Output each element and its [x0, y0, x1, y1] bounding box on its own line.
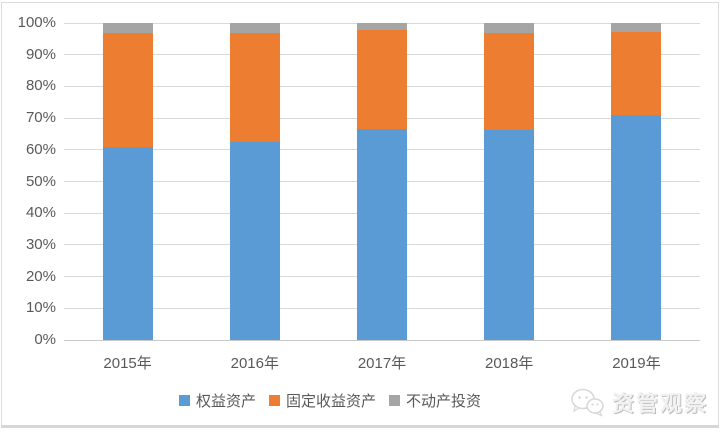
bar-segment [102, 32, 153, 147]
bar-segment [357, 30, 407, 130]
gridline [64, 339, 700, 341]
legend-swatch [178, 395, 190, 406]
y-tick-label: 50% [25, 172, 56, 190]
y-tick-label: 60% [25, 140, 56, 158]
y-tick-label: 100% [17, 14, 56, 31]
legend-swatch [268, 395, 280, 406]
y-tick-label: 80% [25, 77, 56, 95]
wechat-logo-icon [571, 388, 604, 417]
bar-segment [611, 31, 662, 115]
bar-segment [357, 23, 407, 31]
legend-swatch [389, 395, 400, 406]
x-tick-label: 2015年 [103, 355, 152, 372]
x-tick-label: 2019年 [612, 355, 661, 372]
x-tick-label: 2018年 [485, 355, 534, 372]
y-tick-label: 40% [25, 204, 56, 222]
bar-segment [102, 146, 153, 340]
bar-2017年 [357, 23, 407, 340]
plot-area [64, 22, 700, 341]
y-tick-label: 20% [25, 267, 56, 285]
x-tick-label: 2016年 [230, 355, 279, 372]
y-tick-label: 10% [25, 299, 56, 317]
bar-segment [484, 23, 535, 33]
legend-label: 权益资产 [195, 393, 256, 410]
bar-segment [484, 129, 535, 340]
y-tick-label: 70% [25, 109, 56, 127]
bar-segment [611, 114, 662, 340]
bar-segment [484, 32, 535, 130]
watermark: 资管观察 [570, 386, 708, 418]
x-tick-label: 2017年 [357, 355, 407, 372]
bar-segment [357, 129, 407, 340]
legend-label: 不动产投资 [406, 393, 482, 410]
bar-segment [229, 23, 280, 33]
legend-item: 权益资产 [178, 390, 256, 411]
watermark-text: 资管观察 [611, 391, 708, 416]
bar-segment [229, 141, 280, 340]
bar-segment [611, 23, 662, 32]
y-tick-label: 0% [34, 331, 56, 348]
bar-2016年 [229, 23, 280, 340]
y-tick-label: 30% [25, 235, 56, 253]
legend: 权益资产 固定收益资产 不动产投资 [0, 390, 660, 411]
bar-segment [229, 32, 280, 142]
gridline [64, 22, 700, 24]
bar-2019年 [611, 23, 662, 340]
bar-segment [102, 23, 153, 33]
legend-item: 固定收益资产 [268, 390, 376, 411]
legend-label: 固定收益资产 [285, 393, 376, 410]
legend-item: 不动产投资 [389, 390, 481, 411]
bar-2018年 [484, 23, 535, 340]
bar-2015年 [102, 23, 153, 340]
y-tick-label: 90% [25, 45, 56, 63]
